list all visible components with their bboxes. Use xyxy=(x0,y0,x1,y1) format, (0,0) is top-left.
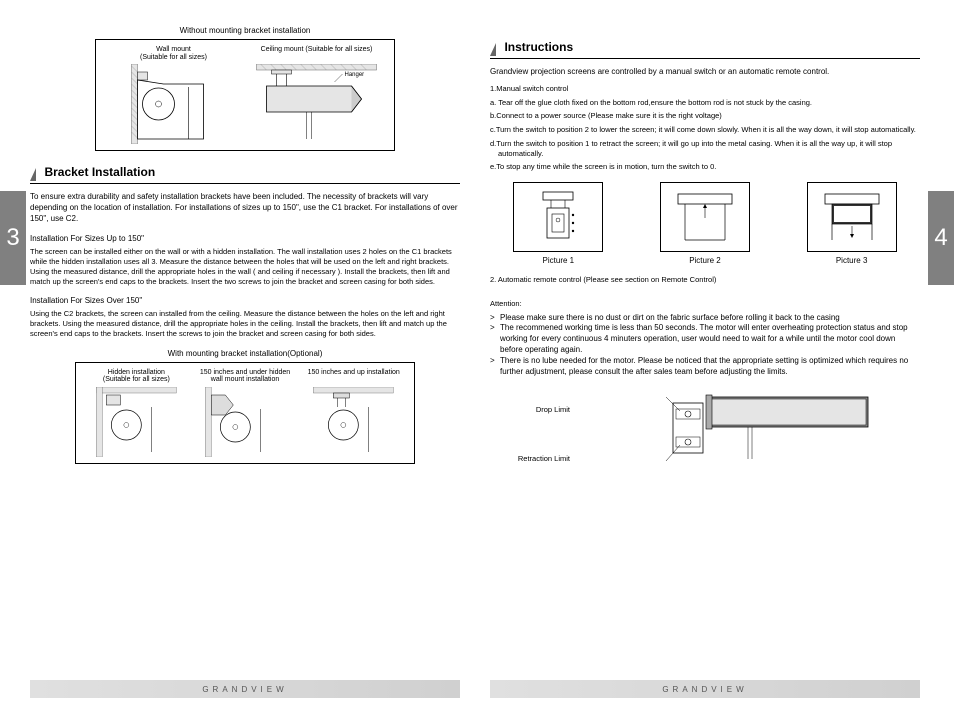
section-title: Bracket Installation xyxy=(44,165,155,179)
attention-item: The recommened working time is less than… xyxy=(500,323,920,355)
manual-switch-head: 1.Manual switch control xyxy=(490,84,920,94)
step-d: d.Turn the switch to position 1 to retra… xyxy=(490,139,920,159)
picture-3 xyxy=(807,182,897,252)
picture-1 xyxy=(513,182,603,252)
intro-paragraph: To ensure extra durability and safety in… xyxy=(30,192,460,224)
section-header-bracket: Bracket Installation xyxy=(30,163,460,184)
subhead-over150: Installation For Sizes Over 150" xyxy=(30,296,460,305)
pic-label: Picture 3 xyxy=(807,256,897,265)
subhead-150: Installation For Sizes Up to 150" xyxy=(30,234,460,243)
wall-mount-diagram xyxy=(102,64,245,144)
diagram-box-top: Wall mount (Suitable for all sizes) Ceil… xyxy=(95,39,395,151)
auto-remote-line: 2. Automatic remote control (Please see … xyxy=(490,275,920,285)
page-number-left: 3 xyxy=(0,191,26,285)
instructions-intro: Grandview projection screens are control… xyxy=(490,67,920,78)
drop-limit-label: Drop Limit xyxy=(490,405,570,414)
ceiling-mount-diagram: Hanger xyxy=(245,64,388,144)
footer-brand-left: GRANDVIEW xyxy=(30,680,460,698)
right-page: Instructions Grandview projection screen… xyxy=(490,26,920,479)
page-number-right: 4 xyxy=(928,191,954,285)
left-page: Without mounting bracket installation Wa… xyxy=(30,26,460,474)
diag-label: 150 inches and under hidden wall mount i… xyxy=(191,369,300,385)
limit-diagram: Drop Limit Retraction Limit xyxy=(490,389,920,479)
pic-label: Picture 2 xyxy=(660,256,750,265)
ceiling-bracket-diagram xyxy=(299,387,408,457)
paragraph-150: The screen can be installed either on th… xyxy=(30,247,460,286)
diag-label: Ceiling mount (Suitable for all sizes) xyxy=(245,46,388,62)
footer-brand-right: GRANDVIEW xyxy=(490,680,920,698)
pic-label: Picture 1 xyxy=(513,256,603,265)
hidden-install-diagram xyxy=(82,387,191,457)
caption-bottom: With mounting bracket installation(Optio… xyxy=(30,349,460,358)
section-title: Instructions xyxy=(504,40,573,54)
diag-label: Hidden installation (Suitable for all si… xyxy=(82,369,191,385)
caption-top: Without mounting bracket installation xyxy=(30,26,460,35)
attention-item: There is no lube needed for the motor. P… xyxy=(500,356,920,378)
hanger-label: Hanger xyxy=(345,72,365,78)
diagram-box-bottom: Hidden installation (Suitable for all si… xyxy=(75,362,415,464)
diag-label: 150 inches and up installation xyxy=(299,369,408,385)
diag-label: Wall mount (Suitable for all sizes) xyxy=(102,46,245,62)
paragraph-over150: Using the C2 brackets, the screen can in… xyxy=(30,309,460,338)
step-b: b.Connect to a power source (Please make… xyxy=(490,111,920,121)
step-a: a. Tear off the glue cloth fixed on the … xyxy=(490,98,920,108)
step-c: c.Turn the switch to position 2 to lower… xyxy=(490,125,920,135)
attention-head: Attention: xyxy=(490,299,920,309)
attention-list: >Please make sure there is no dust or di… xyxy=(490,313,920,378)
picture-2 xyxy=(660,182,750,252)
section-header-instructions: Instructions xyxy=(490,38,920,59)
attention-item: Please make sure there is no dust or dir… xyxy=(500,313,840,324)
step-e: e.To stop any time while the screen is i… xyxy=(490,162,920,172)
retraction-limit-label: Retraction Limit xyxy=(490,454,570,463)
limit-svg xyxy=(618,389,878,479)
picture-row: Picture 1 Picture 2 xyxy=(490,182,920,265)
wall-bracket-diagram xyxy=(191,387,300,457)
